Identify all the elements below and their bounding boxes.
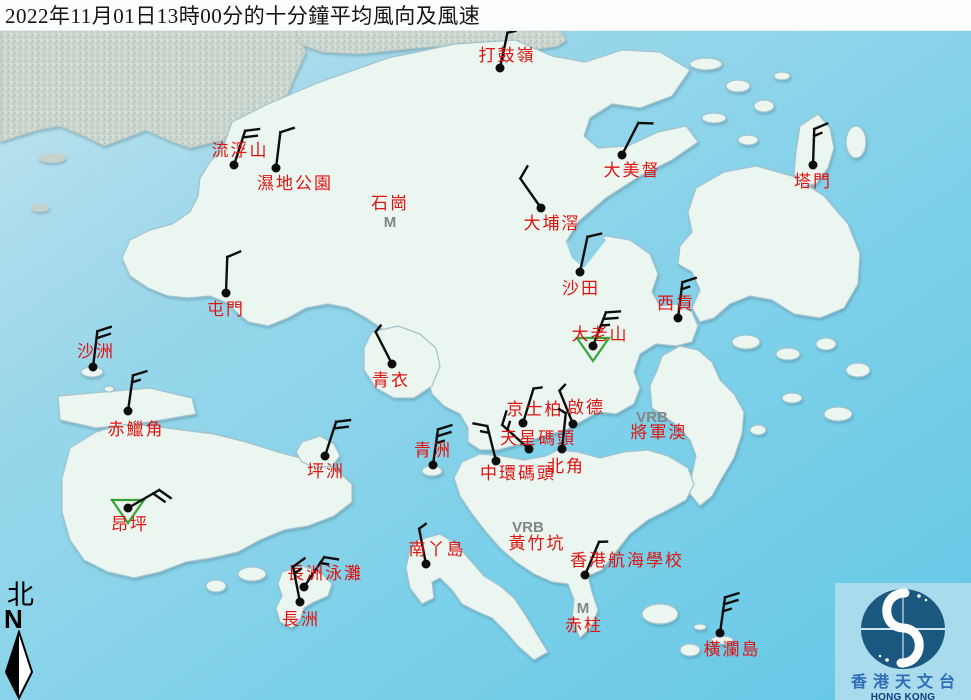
hko-name-en: HONG KONG OBSERVATORY <box>835 692 971 700</box>
station-label: 塔門 <box>794 172 832 191</box>
station-dot <box>388 360 397 369</box>
station-label: 香港航海學校 <box>570 551 684 570</box>
station-label: 南丫島 <box>409 540 466 559</box>
station-dot <box>321 452 330 461</box>
station-dot <box>569 420 578 429</box>
station-dot <box>576 268 585 277</box>
station-label: 西貢 <box>657 294 695 313</box>
station-label: 長洲泳灘 <box>287 564 363 583</box>
station-label: 屯門 <box>207 300 245 319</box>
station-dot <box>429 461 438 470</box>
north-arrow-icon <box>4 630 44 700</box>
station-dot <box>272 164 281 173</box>
station-dot <box>581 571 590 580</box>
station-label: 青洲 <box>414 441 452 460</box>
special-mark-m: M <box>577 600 590 617</box>
station-dot <box>300 583 309 592</box>
station-label: 大老山 <box>572 325 629 344</box>
title-bar: 2022年11月01日13時00分的十分鐘平均風向及風速 <box>0 0 971 31</box>
station-label: 沙洲 <box>77 342 115 361</box>
station-label: 將軍澳 <box>631 423 688 442</box>
station-label: 長洲 <box>282 610 320 629</box>
station-label: 大美督 <box>604 161 661 180</box>
station-label: 昂坪 <box>111 515 149 534</box>
station-dot <box>296 598 305 607</box>
north-compass: 北 N <box>4 582 48 700</box>
station-dot <box>124 504 133 513</box>
station-label: 黃竹坑 <box>509 534 566 553</box>
station-dot <box>716 629 725 638</box>
station-dot <box>558 445 567 454</box>
station-label: 石崗 <box>371 194 409 213</box>
hko-logo: 香港天文台 HONG KONG OBSERVATORY <box>835 583 971 700</box>
station-label: 北角 <box>547 457 585 476</box>
station-dot <box>519 419 528 428</box>
station-dot <box>422 560 431 569</box>
station-label: 青衣 <box>372 371 410 390</box>
map-title: 2022年11月01日13時00分的十分鐘平均風向及風速 <box>0 0 480 30</box>
station-label: 坪洲 <box>307 462 345 481</box>
station-dot <box>809 161 818 170</box>
station-dot <box>674 314 683 323</box>
station-label: 中環碼頭 <box>480 464 556 483</box>
station-label: 濕地公園 <box>257 174 333 193</box>
station-label: 啟德 <box>567 398 605 417</box>
station-label: 橫瀾島 <box>704 640 761 659</box>
hko-name-cn: 香港天文台 <box>835 674 971 692</box>
station-label: 沙田 <box>562 279 600 298</box>
station-dot <box>230 161 239 170</box>
station-dot <box>537 204 546 213</box>
station-dot <box>89 363 98 372</box>
north-label-en: N <box>4 608 48 630</box>
station-label: 打鼓嶺 <box>479 46 536 65</box>
special-mark-m: M <box>384 214 397 231</box>
wind-map-page: 打鼓嶺流浮山濕地公園M石崗大美督塔門大埔滘沙田屯門西貢沙洲大老山青衣赤鱲角京士柏… <box>0 0 971 700</box>
station-dot <box>124 407 133 416</box>
station-label: 京士柏 <box>507 400 564 419</box>
station-label: 赤鱲角 <box>108 420 165 439</box>
station-label: 大埔滘 <box>524 214 581 233</box>
station-label: 赤柱 <box>565 616 603 635</box>
hko-emblem-icon <box>835 583 971 671</box>
station-dot <box>618 151 627 160</box>
hong-kong-wind-map: 打鼓嶺流浮山濕地公園M石崗大美督塔門大埔滘沙田屯門西貢沙洲大老山青衣赤鱲角京士柏… <box>0 0 971 700</box>
station-dot <box>222 289 231 298</box>
station-label: 流浮山 <box>212 141 269 160</box>
